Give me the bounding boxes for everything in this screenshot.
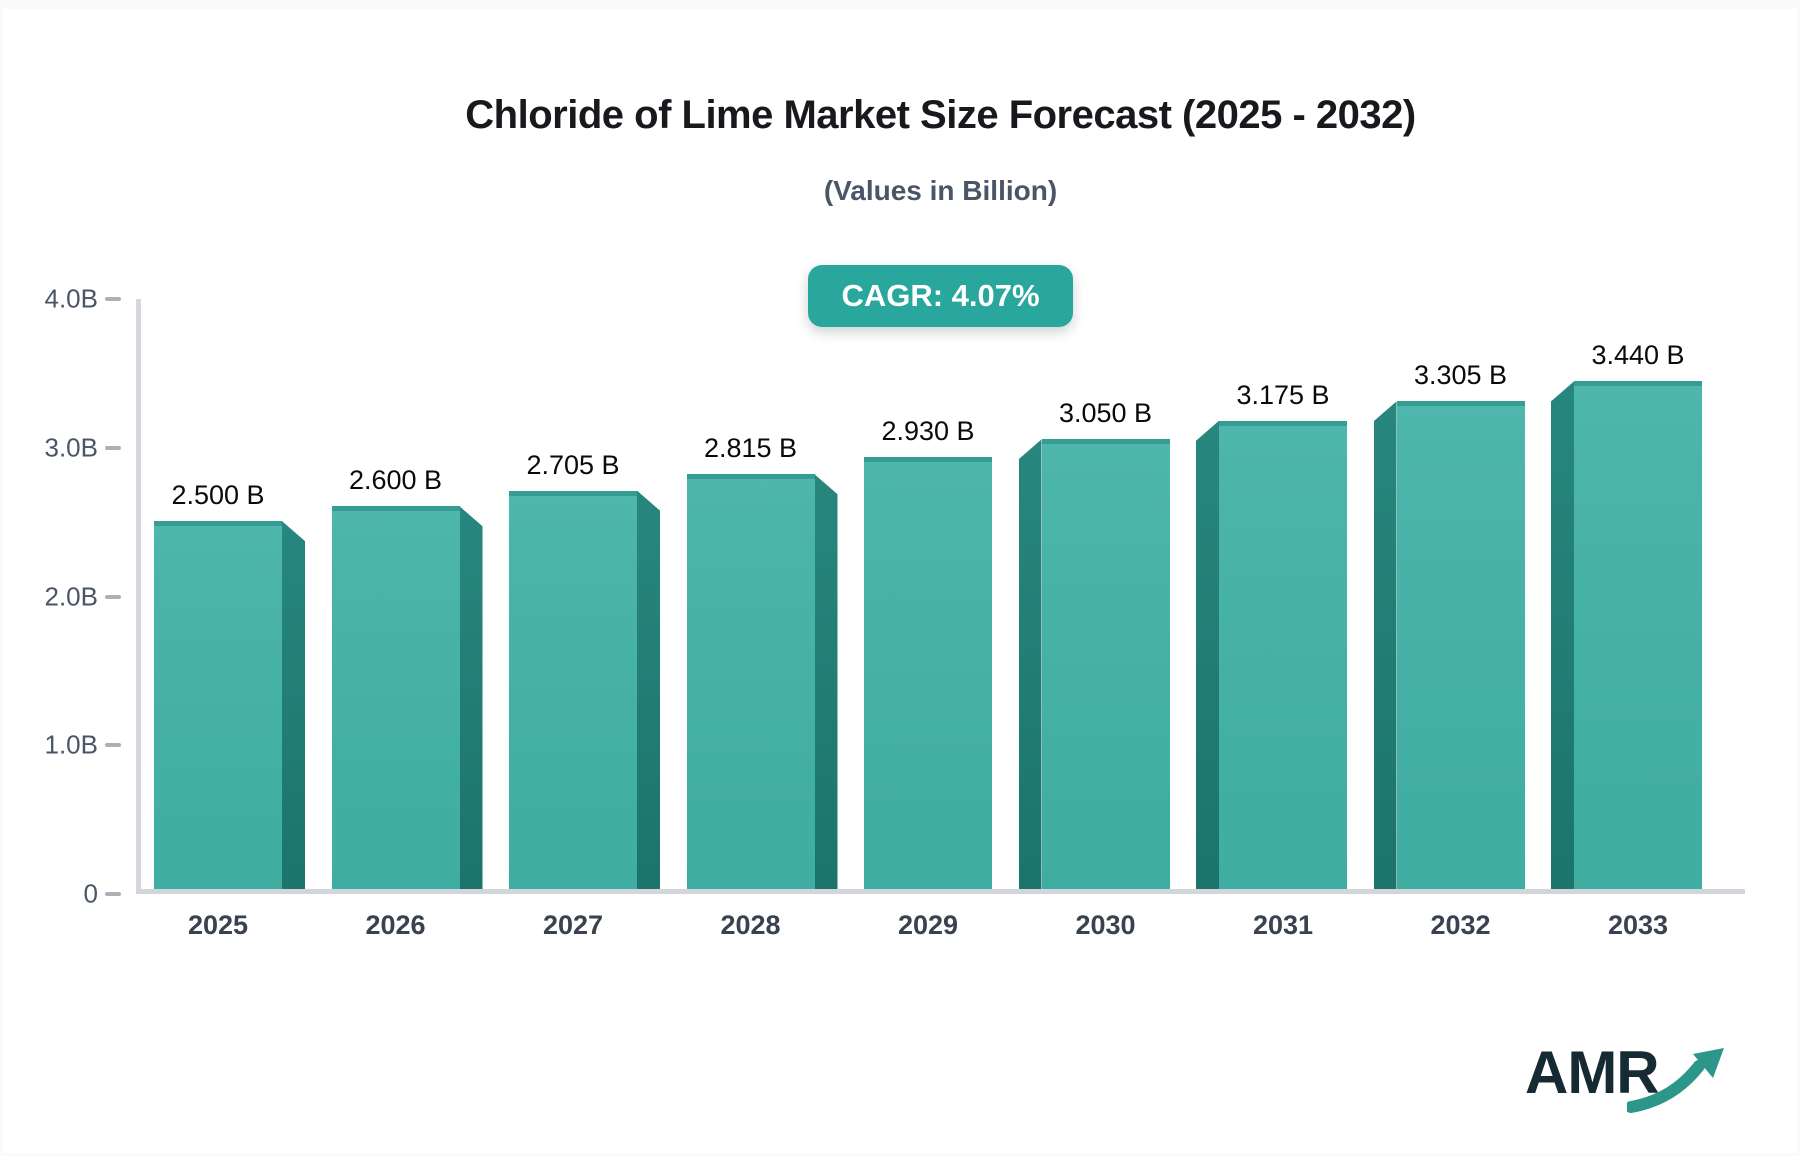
bar-face-top-edge — [1219, 420, 1347, 426]
bar-group-2032: 3.305 B 2032 — [136, 299, 1745, 940]
amr-logo-text: AMR — [1525, 1039, 1660, 1106]
x-axis-label-2025: 2025 — [187, 910, 249, 940]
y-tick-label: 0 — [83, 878, 98, 909]
bar-face-top-edge — [1041, 439, 1170, 445]
subtitle-wrap: (Values in Billion) — [136, 175, 1745, 207]
x-axis-line — [136, 889, 1745, 894]
x-axis-label-2026: 2026 — [365, 910, 426, 940]
bar-face-2032 — [1396, 401, 1525, 889]
bar-group-2026: 2.600 B 2026 — [136, 299, 1745, 940]
bar-group-2027: 2.705 B 2027 — [136, 299, 1745, 940]
bar-face-2030 — [1041, 439, 1170, 889]
y-tick-label: 4.0B — [44, 283, 99, 314]
plot-area: 4.0B 3.0B 2.0B 1.0B 0 2.500 B 2025 2.600 B 2026 2… — [45, 284, 1745, 940]
bar-side-2026 — [459, 506, 483, 889]
x-axis-label-2029: 2029 — [897, 910, 959, 940]
y-tick-label: 2.0B — [44, 581, 99, 611]
bar-face-2033 — [1574, 381, 1702, 889]
bar-group-2029: 2.930 B 2029 — [136, 299, 1745, 940]
x-axis-label-2028: 2028 — [720, 910, 781, 940]
cagr-badge: CAGR: 4.07% — [808, 265, 1073, 327]
bar-side-2030 — [1018, 439, 1042, 889]
y-tick-label: 3.0B — [44, 432, 99, 463]
bar-face-top-edge — [331, 506, 460, 512]
bar-side-2032 — [1373, 401, 1397, 889]
bar-value-label-2032: 3.305 B — [1413, 360, 1508, 391]
bar-side-2031 — [1196, 420, 1219, 889]
y-tick-mark — [105, 594, 121, 599]
bar-face-2027 — [509, 490, 637, 889]
bar-face-top-edge — [1396, 401, 1525, 407]
x-axis-label-2032: 2032 — [1430, 910, 1491, 940]
title-wrap: Chloride of Lime Market Size Forecast (2… — [136, 93, 1745, 138]
bar-value-label-2027: 2.705 B — [526, 449, 620, 480]
bar-value-label-2029: 2.930 B — [881, 416, 975, 447]
bar-face-top-edge — [154, 521, 282, 527]
bar-side-2033 — [1551, 381, 1574, 889]
bar-face-2025 — [154, 521, 282, 889]
x-axis-label-2027: 2027 — [542, 910, 604, 940]
bar-side-2025 — [282, 521, 305, 889]
bar-group-2028: 2.815 B 2028 — [136, 299, 1745, 940]
bar-face-2028 — [686, 474, 815, 889]
bar-value-label-2033: 3.440 B — [1591, 340, 1685, 371]
bar-side-2027 — [637, 490, 660, 889]
bar-value-label-2031: 3.175 B — [1236, 379, 1330, 410]
bar-side-2028 — [814, 474, 838, 889]
bar-group-2030: 3.050 B 2030 — [136, 299, 1745, 940]
amr-logo: AMR — [1525, 1043, 1727, 1115]
badge-wrap: CAGR: 4.07% — [136, 265, 1745, 327]
y-axis-line — [136, 299, 141, 894]
bar-face-top-edge — [509, 490, 637, 496]
chart-subtitle: (Values in Billion) — [823, 175, 1058, 206]
bar-face-2026 — [331, 506, 460, 889]
y-tick-mark — [105, 445, 121, 450]
bar-value-label-2030: 3.050 B — [1058, 398, 1153, 429]
y-tick-mark — [105, 892, 121, 896]
y-tick-mark — [105, 297, 121, 301]
chart-title: Chloride of Lime Market Size Forecast (2… — [465, 93, 1416, 137]
bar-group-2025: 2.500 B 2025 — [136, 299, 1745, 940]
x-axis-label-2030: 2030 — [1075, 910, 1136, 940]
bar-value-label-2026: 2.600 B — [348, 465, 443, 496]
growth-arrow-icon — [1626, 1048, 1724, 1113]
y-tick-label: 1.0B — [44, 729, 99, 760]
bar-group-2033: 3.440 B 2033 — [136, 299, 1745, 940]
bar-value-label-2025: 2.500 B — [171, 480, 265, 511]
bar-face-2029 — [864, 457, 992, 889]
bar-face-top-edge — [686, 474, 815, 480]
bar-face-top-edge — [864, 457, 992, 463]
y-tick-mark — [105, 743, 121, 748]
x-axis-label-2033: 2033 — [1607, 910, 1669, 940]
x-axis-label-2031: 2031 — [1252, 910, 1314, 940]
bar-face-2031 — [1219, 420, 1347, 889]
bar-face-top-edge — [1574, 381, 1702, 387]
bar-group-2031: 3.175 B 2031 — [136, 299, 1745, 940]
chart-card: Chloride of Lime Market Size Forecast (2… — [3, 9, 1797, 1153]
bar-value-label-2028: 2.815 B — [703, 433, 798, 464]
